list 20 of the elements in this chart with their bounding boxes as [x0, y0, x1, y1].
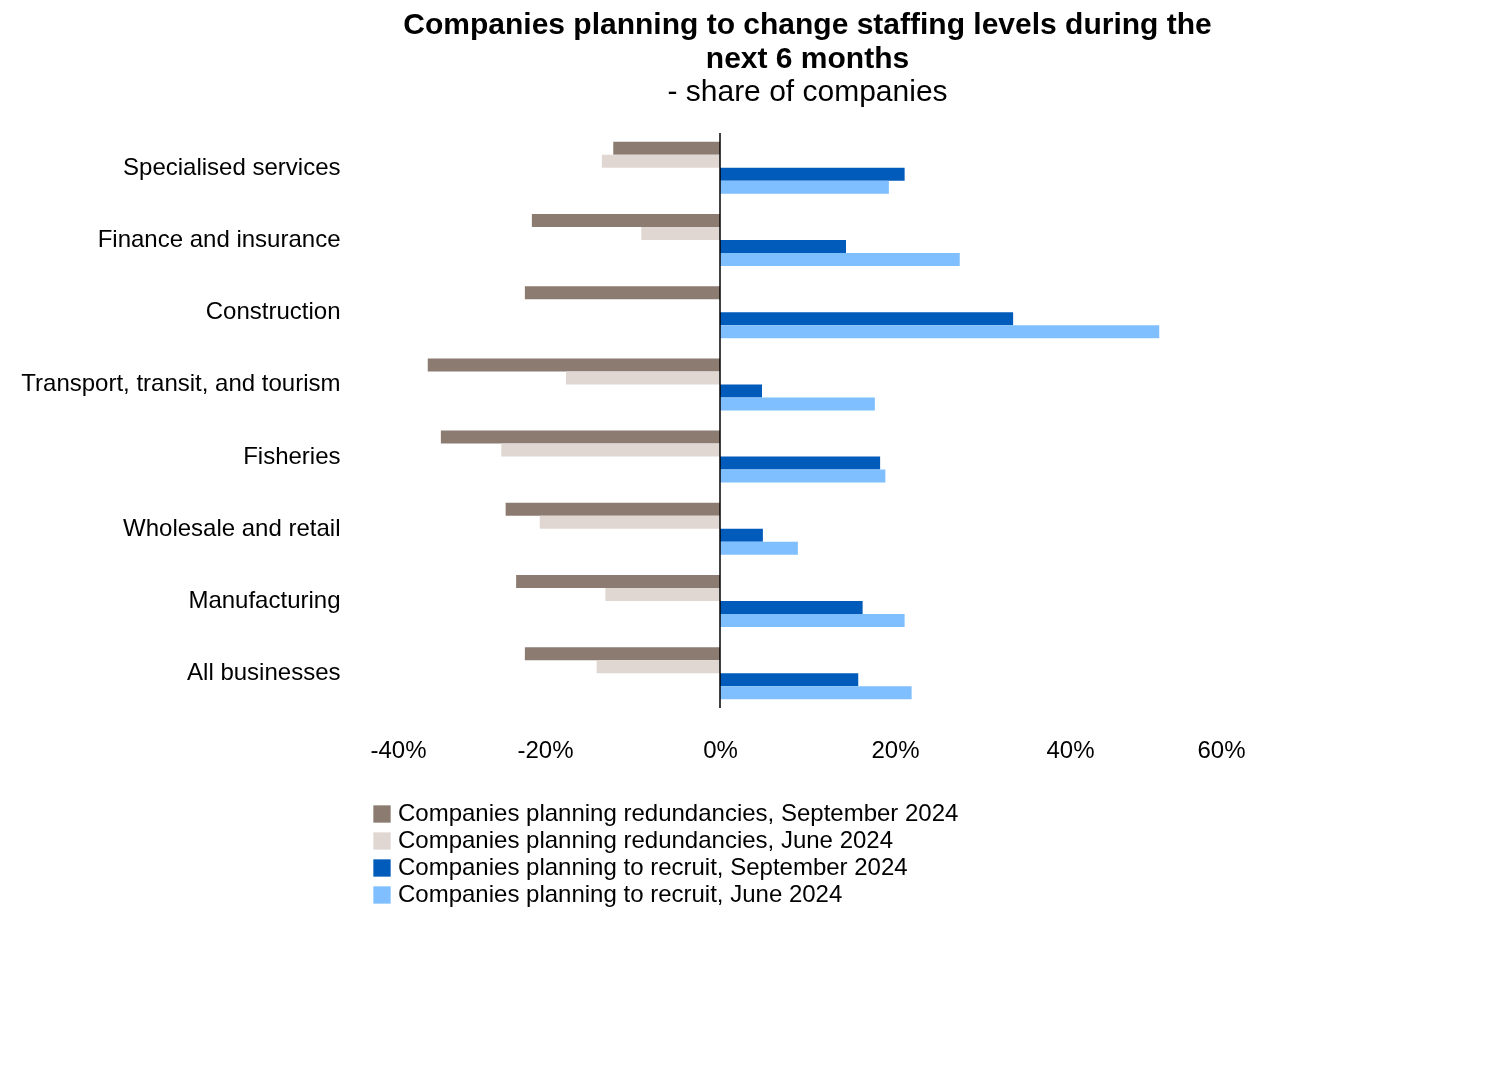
legend-label: Companies planning to recruit, June 2024 [398, 880, 843, 907]
x-tick-label: 60% [1197, 735, 1246, 763]
x-tick-label: 20% [871, 735, 920, 763]
legend-label: Companies planning redundancies, September 2024 [398, 799, 959, 826]
y-tick-label: Manufacturing [188, 586, 341, 614]
y-tick-label: Transport, transit, and tourism [21, 369, 341, 397]
chart-subtitle: - share of companies [667, 74, 948, 108]
y-tick-label: Wholesale and retail [123, 513, 341, 541]
y-tick-label: Fisheries [243, 441, 341, 469]
x-tick-label: 0% [703, 735, 738, 763]
chart-title: Companies planning to change staffing levels during the next 6 months [403, 7, 1212, 75]
x-tick-label: 40% [1046, 735, 1095, 763]
legend-label: Companies planning to recruit, September 2024 [398, 853, 908, 880]
y-tick-label: Construction [205, 297, 341, 325]
x-tick-label: -20% [517, 735, 574, 763]
y-tick-label: Specialised services [123, 152, 341, 180]
x-tick-label: -40% [370, 735, 427, 763]
y-tick-label: Finance and insurance [97, 224, 341, 252]
y-tick-label: All businesses [187, 658, 341, 686]
legend-label: Companies planning redundancies, June 2024 [398, 826, 894, 853]
